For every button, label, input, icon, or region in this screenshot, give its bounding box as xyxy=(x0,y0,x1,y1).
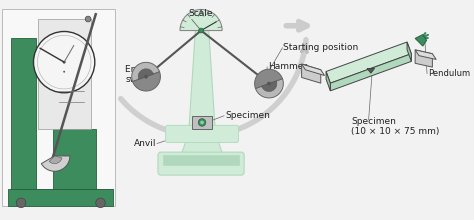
FancyBboxPatch shape xyxy=(2,9,115,206)
Polygon shape xyxy=(180,134,224,158)
Polygon shape xyxy=(367,68,374,73)
FancyBboxPatch shape xyxy=(165,125,238,143)
Wedge shape xyxy=(255,79,283,98)
Wedge shape xyxy=(41,156,70,171)
Polygon shape xyxy=(415,50,432,67)
Polygon shape xyxy=(415,50,436,59)
Wedge shape xyxy=(49,156,62,164)
Wedge shape xyxy=(255,69,283,88)
Text: Anvil: Anvil xyxy=(134,139,156,148)
Circle shape xyxy=(267,82,271,86)
Text: Specimen
(10 × 10 × 75 mm): Specimen (10 × 10 × 75 mm) xyxy=(351,117,440,136)
Wedge shape xyxy=(133,72,160,91)
Circle shape xyxy=(63,61,65,64)
Bar xyxy=(163,155,239,165)
FancyBboxPatch shape xyxy=(158,152,244,175)
Text: Starting position: Starting position xyxy=(283,43,359,52)
Text: Scale: Scale xyxy=(189,9,213,18)
Circle shape xyxy=(16,198,26,208)
Polygon shape xyxy=(11,38,36,189)
Circle shape xyxy=(85,16,91,22)
Wedge shape xyxy=(262,81,277,92)
Polygon shape xyxy=(53,129,96,189)
Polygon shape xyxy=(330,54,411,91)
Text: Specimen: Specimen xyxy=(225,111,270,120)
Polygon shape xyxy=(415,35,427,46)
Polygon shape xyxy=(8,189,113,206)
Wedge shape xyxy=(138,69,154,79)
Polygon shape xyxy=(301,64,325,75)
Circle shape xyxy=(34,31,95,93)
Bar xyxy=(192,116,211,129)
Polygon shape xyxy=(326,72,330,91)
Circle shape xyxy=(200,121,204,124)
Circle shape xyxy=(198,119,206,126)
Circle shape xyxy=(199,28,203,33)
Polygon shape xyxy=(59,38,86,129)
Wedge shape xyxy=(180,9,222,31)
Polygon shape xyxy=(326,42,411,83)
Polygon shape xyxy=(189,31,216,134)
Text: Pendulum: Pendulum xyxy=(428,69,470,78)
Text: End of
swing: End of swing xyxy=(126,65,154,84)
Bar xyxy=(38,19,91,129)
Polygon shape xyxy=(407,42,411,61)
Polygon shape xyxy=(301,64,321,83)
Circle shape xyxy=(144,75,148,79)
Circle shape xyxy=(96,198,105,208)
Wedge shape xyxy=(132,62,160,82)
Circle shape xyxy=(63,71,65,73)
Text: Hammer: Hammer xyxy=(268,62,307,72)
